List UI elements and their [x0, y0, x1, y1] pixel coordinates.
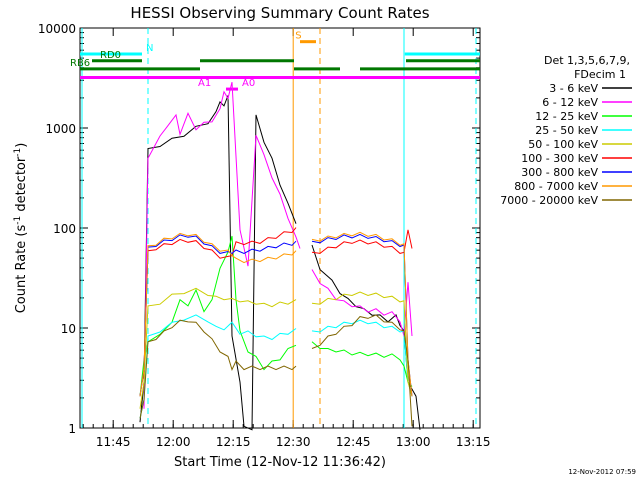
series-line-4-0	[139, 287, 297, 409]
series-line-4-1	[311, 291, 413, 397]
y-tick-label: 100	[53, 222, 76, 236]
series-lines	[139, 81, 421, 431]
x-axis-label: Start Time (12-Nov-12 11:36:42)	[174, 455, 386, 470]
y-tick-label: 10	[61, 322, 76, 336]
y-axis-label-sup1: -1	[13, 216, 23, 225]
y-axis-label-mid: detector	[14, 156, 29, 216]
y-axis-label-end: )	[14, 143, 29, 148]
series-line-3-0	[139, 314, 297, 419]
series-line-6-1	[311, 233, 413, 397]
marker-label: RB6	[70, 58, 90, 69]
x-tick-labels: 11:45 12:00 12:15 12:30 12:45 13:00 13:15	[96, 435, 491, 449]
marker-label: A1	[198, 78, 211, 89]
footer-timestamp: 12-Nov-2012 07:59	[568, 468, 636, 476]
x-tick-label: 12:15	[216, 435, 251, 449]
series-line-1-0	[143, 81, 301, 409]
marker-label: RD0	[100, 50, 121, 61]
x-tick-label: 13:00	[396, 435, 431, 449]
series-line-0-0	[139, 95, 297, 431]
series-line-7-1	[311, 231, 413, 397]
y-axis-label-sup2: -1	[13, 148, 23, 157]
legend-label: 300 - 800 keV	[521, 166, 598, 179]
mode-vertical-lines	[81, 28, 477, 428]
y-tick-labels: 1 10 100 1000 10000	[38, 22, 76, 436]
y-tick-label: 1000	[45, 122, 76, 136]
legend-label: 100 - 300 keV	[521, 152, 598, 165]
x-tick-label: 12:45	[336, 435, 371, 449]
y-tick-label: 1	[68, 422, 76, 436]
series-line-5-1	[311, 229, 413, 254]
legend-header-line-1: Det 1,3,5,6,7,9,	[544, 54, 630, 67]
marker-label: A0	[242, 78, 255, 89]
y-tick-label: 10000	[38, 22, 76, 36]
legend-header-line-2: FDecim 1	[574, 68, 626, 81]
series-line-5-0	[139, 227, 297, 397]
series-line-8-1	[311, 314, 413, 427]
legend-label: 6 - 12 keV	[542, 96, 598, 109]
legend-label: 800 - 7000 keV	[514, 180, 598, 193]
series-line-1-1	[311, 269, 413, 337]
series-line-6-0	[139, 234, 297, 397]
marker-label: N	[146, 43, 153, 54]
series-line-3-1	[311, 319, 413, 397]
legend-label: 50 - 100 keV	[528, 138, 598, 151]
chart-title: HESSI Observing Summary Count Rates	[130, 4, 429, 22]
marker-label: S	[295, 31, 301, 42]
y-axis-label-main: Count Rate (s	[14, 225, 29, 314]
y-axis-label: Count Rate (s-1 detector-1)	[13, 143, 29, 314]
x-tick-label: 12:00	[156, 435, 191, 449]
legend-label: 3 - 6 keV	[549, 82, 598, 95]
x-tick-label: 13:15	[456, 435, 491, 449]
series-line-2-1	[311, 341, 413, 387]
series-line-2-0	[139, 235, 297, 397]
x-tick-label: 11:45	[96, 435, 131, 449]
legend-label: 12 - 25 keV	[535, 110, 598, 123]
series-line-8-0	[139, 319, 297, 419]
plot-area: N RD0 RB6 A1 A0 S	[70, 27, 481, 431]
legend-label: 7000 - 20000 keV	[500, 194, 598, 207]
x-tick-label: 12:30	[276, 435, 311, 449]
legend-label: 25 - 50 keV	[535, 124, 598, 137]
state-markers: N RD0 RB6 A1 A0 S	[70, 31, 480, 91]
series-line-7-0	[139, 232, 297, 397]
